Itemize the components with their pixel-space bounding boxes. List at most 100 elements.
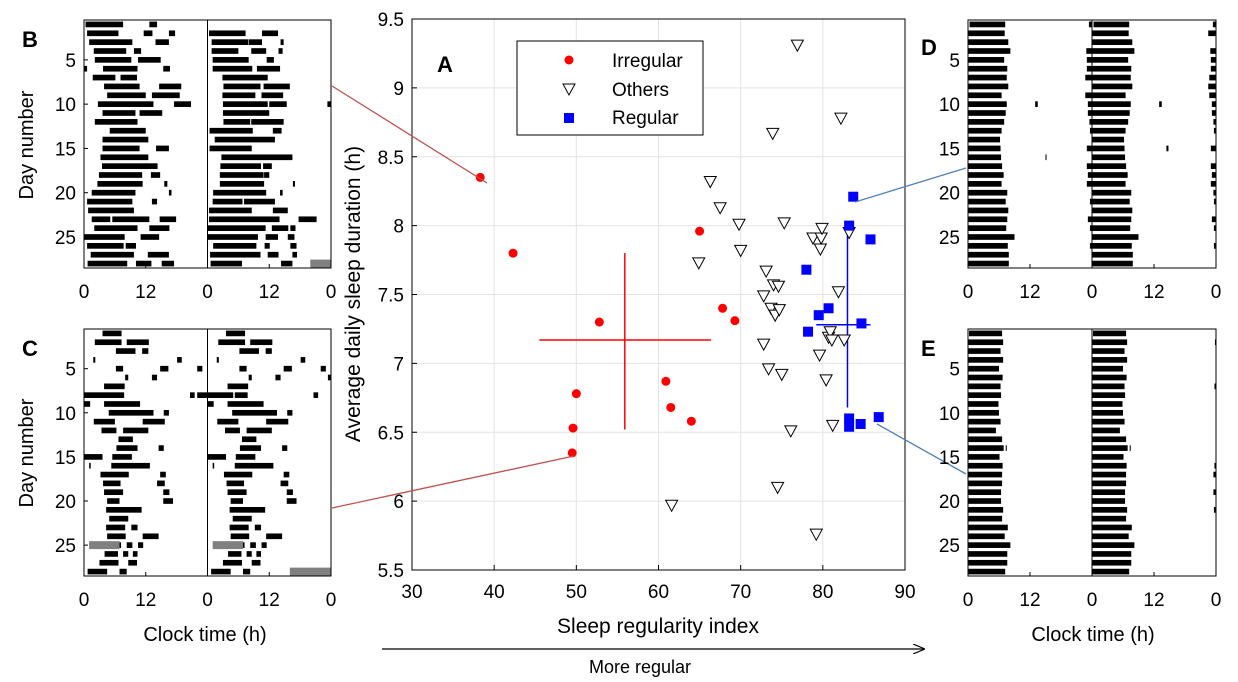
point-others xyxy=(790,39,805,53)
d-sleep-bar xyxy=(1086,65,1092,72)
c-sleep-bar xyxy=(108,409,154,416)
d-sleep-bar xyxy=(968,57,1005,63)
d-sleep-bar xyxy=(968,216,1008,223)
d-sleep-bar xyxy=(1092,127,1126,134)
b-sleep-bar xyxy=(87,198,133,205)
a-x-axis-label: Sleep regularity index xyxy=(557,615,759,638)
a-x-tick-label: 90 xyxy=(894,582,915,603)
b-sleep-bar xyxy=(223,119,251,125)
c-sleep-bar xyxy=(93,357,96,363)
point-others xyxy=(809,528,824,542)
c-sleep-bar xyxy=(223,471,253,478)
e-x-tick-label: 12 xyxy=(1143,590,1164,611)
c-sleep-bar xyxy=(239,445,262,451)
c-sleep-bar xyxy=(226,330,246,337)
c-x-tick-label: 12 xyxy=(135,590,156,611)
d-sleep-bar xyxy=(968,189,1008,196)
b-sleep-bar xyxy=(244,198,275,205)
e-sleep-bar xyxy=(968,409,999,416)
e-sleep-bar xyxy=(1092,454,1124,460)
c-sleep-bar xyxy=(239,365,247,372)
b-sleep-bar xyxy=(174,101,192,107)
d-sleep-bar xyxy=(1212,21,1216,28)
point-regular xyxy=(803,326,814,337)
c-sleep-bar xyxy=(248,374,252,381)
b-x-tick-label: 12 xyxy=(259,282,280,303)
point-others xyxy=(713,202,727,215)
b-sleep-bar xyxy=(161,260,175,267)
d-sleep-bar xyxy=(1211,172,1216,178)
e-y-tick-label: 25 xyxy=(939,536,960,557)
b-sleep-bar xyxy=(84,234,125,240)
d-sleep-bar xyxy=(1092,39,1133,45)
connector-d xyxy=(854,167,967,203)
point-regular xyxy=(844,220,855,231)
d-sleep-bar xyxy=(1092,83,1133,90)
c-sleep-bar xyxy=(177,357,182,363)
e-sleep-bar xyxy=(1213,489,1216,496)
a-y-tick-label: 8.5 xyxy=(378,148,404,169)
a-legend-box xyxy=(516,40,704,136)
c-sleep-bar xyxy=(197,392,234,398)
point-others xyxy=(777,217,792,230)
point-irregular xyxy=(567,448,577,458)
d-sleep-bar xyxy=(968,163,1003,169)
point-irregular xyxy=(666,402,676,412)
c-sleep-bar xyxy=(116,445,138,451)
b-sleep-bar xyxy=(156,145,169,152)
e-sleep-bar xyxy=(1092,445,1128,451)
c-sleep-bar xyxy=(106,507,142,513)
b-sleep-bar xyxy=(125,243,136,249)
a-y-tick-label: 8 xyxy=(393,217,404,238)
d-sleep-bar xyxy=(1089,119,1092,125)
point-others xyxy=(825,334,839,348)
d-sleep-bar xyxy=(1092,74,1131,81)
d-sleep-bar xyxy=(1092,136,1125,143)
d-x-tick-label: 0 xyxy=(1087,282,1098,303)
d-sleep-bar xyxy=(968,119,1005,125)
b-sleep-bar xyxy=(94,119,138,125)
d-sleep-bar xyxy=(1089,198,1092,205)
b-x-tick-label: 0 xyxy=(326,282,337,303)
d-sleep-bar xyxy=(1092,110,1130,116)
d-sleep-bar xyxy=(1213,225,1216,231)
e-x-tick-label: 0 xyxy=(1211,590,1222,611)
c-panel-label: C xyxy=(22,336,38,361)
point-regular xyxy=(801,264,812,275)
d-sleep-bar xyxy=(968,48,1011,54)
e-sleep-bar xyxy=(1092,392,1126,398)
e-sleep-bar xyxy=(1092,533,1129,540)
e-x-tick-label: 0 xyxy=(1087,590,1098,611)
c-x-tick-label: 12 xyxy=(259,590,280,611)
e-sleep-bar xyxy=(968,568,1006,575)
c-sleep-bar xyxy=(261,542,267,548)
d-sleep-bar xyxy=(1213,119,1216,125)
d-sleep-bar xyxy=(968,234,1015,240)
c-sleep-bar xyxy=(84,392,125,398)
d-sleep-bar xyxy=(968,251,1009,258)
e-sleep-bar xyxy=(968,489,1002,496)
b-sleep-bar xyxy=(220,163,262,169)
e-y-tick-label: 5 xyxy=(949,360,960,381)
e-sleep-bar xyxy=(1214,383,1216,390)
d-sleep-bar xyxy=(1092,251,1133,258)
b-sleep-bar xyxy=(248,39,263,45)
e-y-tick-label: 20 xyxy=(939,492,960,513)
d-sleep-bar xyxy=(1210,163,1216,169)
d-sleep-bar xyxy=(1086,145,1092,152)
d-sleep-bar xyxy=(968,145,1001,152)
c-sleep-bar xyxy=(275,374,281,381)
b-sleep-bar xyxy=(139,110,163,116)
c-sleep-bar xyxy=(286,498,297,504)
b-sleep-bar xyxy=(210,260,242,267)
point-others xyxy=(703,176,718,189)
b-sleep-bar xyxy=(256,65,281,72)
c-sleep-bar xyxy=(118,436,133,443)
more-regular-label: More regular xyxy=(589,657,691,677)
d-sleep-bar xyxy=(1092,181,1126,187)
d-sleep-bar xyxy=(1092,154,1126,161)
e-sleep-bar xyxy=(1129,445,1131,451)
c-sleep-bar xyxy=(230,533,250,540)
b-sleep-bar xyxy=(280,189,283,196)
